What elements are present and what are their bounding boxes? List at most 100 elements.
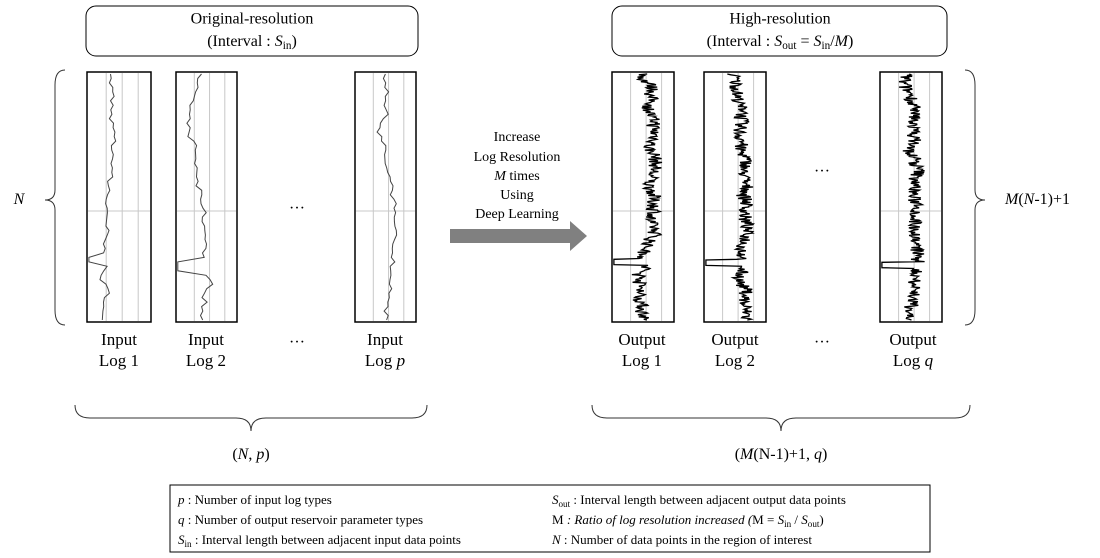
label: …: [289, 330, 305, 347]
text-run: Log 1: [622, 351, 662, 370]
text-run: /: [791, 512, 801, 527]
text-run: (: [1018, 191, 1023, 208]
text-run: =: [764, 512, 778, 527]
log-panel: [175, 71, 238, 323]
log-curve: [88, 73, 117, 321]
text-run: Log 2: [715, 351, 755, 370]
text-run: =: [796, 33, 813, 50]
label: Input: [101, 330, 137, 349]
text-run: out: [808, 519, 820, 529]
text-run: (Interval :: [207, 33, 275, 50]
header-box: [85, 5, 419, 57]
text-run: S: [778, 512, 785, 527]
text-run: N: [237, 446, 250, 463]
label: Input: [367, 330, 403, 349]
label: Sout : Interval length between adjacent …: [552, 492, 846, 509]
text-run: : Interval length between adjacent input…: [192, 532, 461, 547]
label: Log 1: [99, 351, 139, 370]
text-run: : Number of data points in the region of…: [561, 532, 813, 547]
text-run: : Interval length between adjacent outpu…: [570, 492, 846, 507]
text-run: ): [822, 446, 827, 463]
label: (Interval : Sin): [207, 33, 297, 52]
text-run: Using: [500, 188, 533, 203]
text-run: S: [552, 492, 559, 507]
text-run: Log: [365, 351, 397, 370]
label: Log 2: [715, 351, 755, 370]
log-curve: [177, 73, 214, 321]
text-run: (: [735, 446, 740, 463]
brace: [964, 69, 986, 326]
text-run: q: [814, 446, 822, 463]
log-panel: [86, 71, 152, 323]
text-run: in: [822, 40, 831, 52]
label: M(N-1)+1: [1004, 191, 1070, 208]
text-run: M: [752, 512, 764, 527]
label: (M(N-1)+1, q): [735, 446, 828, 463]
label: (Interval : Sout = Sin/M): [707, 33, 854, 52]
text-run: M: [834, 33, 850, 50]
text-run: ): [264, 446, 269, 463]
log-curve: [613, 73, 663, 321]
label: Increase: [494, 130, 541, 145]
label: High-resolution: [729, 11, 830, 28]
label: q : Number of output reservoir parameter…: [178, 512, 423, 527]
text-run: N: [13, 191, 26, 208]
text-run: p: [255, 446, 264, 463]
text-run: q: [178, 512, 185, 527]
text-run: S: [178, 532, 185, 547]
text-run: out: [559, 499, 571, 509]
label: N: [13, 191, 26, 208]
text-run: S: [774, 33, 782, 50]
text-run: M: [552, 512, 564, 527]
log-panel: [611, 71, 675, 323]
label: (N, p): [232, 446, 269, 463]
label: …: [289, 196, 305, 213]
text-run: (: [753, 446, 758, 463]
label: M times: [493, 169, 540, 184]
label: …: [814, 330, 830, 347]
label: Original-resolution: [191, 11, 314, 28]
text-run: /: [830, 33, 835, 50]
text-run: Increase: [494, 130, 541, 145]
text-run: ): [848, 33, 853, 50]
text-run: q: [925, 351, 934, 370]
label: Log 2: [186, 351, 226, 370]
text-run: in: [784, 519, 792, 529]
brace: [44, 69, 66, 326]
label: Log q: [893, 351, 934, 370]
text-run: M: [493, 169, 507, 184]
label: Deep Learning: [475, 207, 559, 222]
text-run: Log Resolution: [474, 150, 561, 165]
text-run: : Ratio of log resolution increased (: [564, 512, 753, 527]
log-curve: [705, 73, 755, 321]
header-box: [611, 5, 948, 57]
text-run: M: [1004, 191, 1020, 208]
text-run: S: [275, 33, 283, 50]
text-run: times: [506, 169, 540, 184]
legend-box: [169, 484, 931, 553]
text-run: M: [739, 446, 755, 463]
text-run: ): [819, 512, 823, 527]
brace: [74, 404, 428, 432]
label: Log 1: [622, 351, 662, 370]
text-run: ): [291, 33, 296, 50]
log-panel: [354, 71, 417, 323]
text-run: Deep Learning: [475, 207, 559, 222]
texts: Original-resolution (Interval : Sin) High-…: [13, 11, 1070, 549]
text-run: Log 1: [99, 351, 139, 370]
text-run: ,: [248, 446, 256, 463]
text-run: : Number of output reservoir parameter t…: [185, 512, 424, 527]
text-run: : Number of input log types: [185, 492, 332, 507]
label: Input: [188, 330, 224, 349]
text-run: -1)+1,: [770, 446, 814, 463]
label: Using: [500, 188, 533, 203]
brace: [591, 404, 971, 432]
text-run: Log: [893, 351, 925, 370]
log-curve: [881, 73, 926, 321]
text-run: in: [283, 40, 292, 52]
log-panel: [703, 71, 767, 323]
text-run: -1)+1: [1034, 191, 1070, 208]
label: Output: [618, 330, 666, 349]
label: M : Ratio of log resolution increased (M…: [552, 512, 824, 529]
label: N : Number of data points in the region …: [551, 532, 812, 547]
